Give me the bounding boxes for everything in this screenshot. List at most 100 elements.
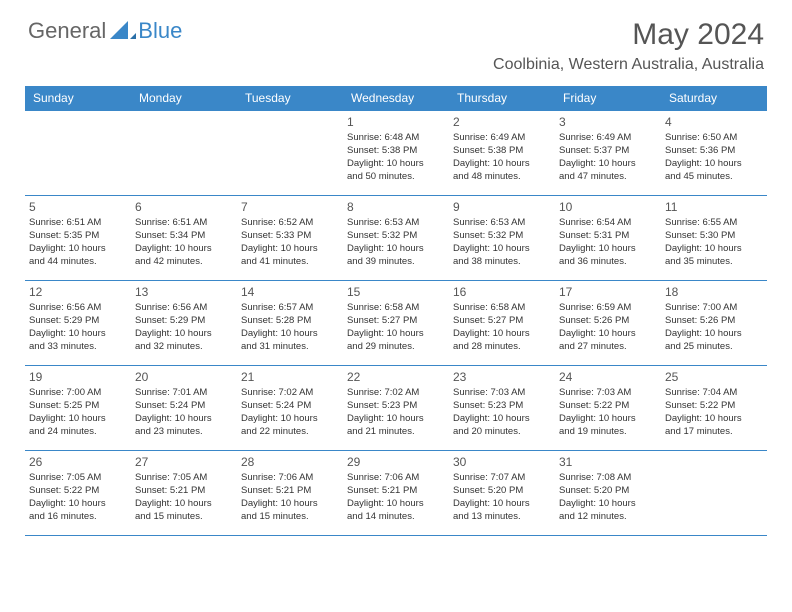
day-sunset: Sunset: 5:29 PM	[135, 315, 233, 328]
day-cell: 18Sunrise: 7:00 AMSunset: 5:26 PMDayligh…	[661, 281, 767, 365]
day-daylight2: and 27 minutes.	[559, 341, 657, 354]
day-sunset: Sunset: 5:21 PM	[347, 485, 445, 498]
day-number: 21	[241, 369, 339, 385]
day-sunset: Sunset: 5:38 PM	[347, 145, 445, 158]
day-daylight1: Daylight: 10 hours	[559, 413, 657, 426]
calendar: Sunday Monday Tuesday Wednesday Thursday…	[25, 86, 767, 536]
day-sunrise: Sunrise: 7:03 AM	[453, 387, 551, 400]
day-number: 26	[29, 454, 127, 470]
week-row: 26Sunrise: 7:05 AMSunset: 5:22 PMDayligh…	[25, 450, 767, 536]
day-cell: 8 Sunrise: 6:53 AMSunset: 5:32 PMDaylight…	[343, 196, 449, 280]
day-number: 16	[453, 284, 551, 300]
week-row: 1Sunrise: 6:48 AMSunset: 5:38 PMDaylight…	[25, 110, 767, 195]
day-daylight1: Daylight: 10 hours	[453, 243, 551, 256]
day-daylight2: and 20 minutes.	[453, 426, 551, 439]
day-number: 4	[665, 114, 763, 130]
day-sunrise: Sunrise: 7:06 AM	[347, 472, 445, 485]
day-sunset: Sunset: 5:30 PM	[665, 230, 763, 243]
day-sunrise: Sunrise: 6:54 AM	[559, 217, 657, 230]
day-daylight2: and 15 minutes.	[241, 511, 339, 524]
day-daylight2: and 44 minutes.	[29, 256, 127, 269]
day-sunrise: Sunrise: 6:53 AM	[347, 217, 445, 230]
day-sunset: Sunset: 5:38 PM	[453, 145, 551, 158]
day-daylight2: and 14 minutes.	[347, 511, 445, 524]
logo-text-blue: Blue	[138, 18, 182, 44]
day-sunset: Sunset: 5:33 PM	[241, 230, 339, 243]
day-cell: 24Sunrise: 7:03 AMSunset: 5:22 PMDayligh…	[555, 366, 661, 450]
weekday-header: Monday	[131, 86, 237, 110]
day-number: 28	[241, 454, 339, 470]
day-number: 6	[135, 199, 233, 215]
day-sunset: Sunset: 5:32 PM	[347, 230, 445, 243]
day-sunrise: Sunrise: 7:07 AM	[453, 472, 551, 485]
day-cell: 6Sunrise: 6:51 AMSunset: 5:34 PMDaylight…	[131, 196, 237, 280]
day-cell: 17Sunrise: 6:59 AMSunset: 5:26 PMDayligh…	[555, 281, 661, 365]
day-daylight2: and 47 minutes.	[559, 171, 657, 184]
day-daylight2: and 35 minutes.	[665, 256, 763, 269]
day-sunrise: Sunrise: 6:49 AM	[453, 132, 551, 145]
day-sunset: Sunset: 5:24 PM	[135, 400, 233, 413]
day-sunset: Sunset: 5:29 PM	[29, 315, 127, 328]
day-cell	[237, 111, 343, 195]
day-daylight2: and 48 minutes.	[453, 171, 551, 184]
day-daylight2: and 42 minutes.	[135, 256, 233, 269]
day-cell: 2Sunrise: 6:49 AMSunset: 5:38 PMDaylight…	[449, 111, 555, 195]
day-sunrise: Sunrise: 7:00 AM	[665, 302, 763, 315]
day-daylight2: and 32 minutes.	[135, 341, 233, 354]
day-cell: 4Sunrise: 6:50 AMSunset: 5:36 PMDaylight…	[661, 111, 767, 195]
day-daylight2: and 36 minutes.	[559, 256, 657, 269]
day-daylight1: Daylight: 10 hours	[347, 243, 445, 256]
day-daylight1: Daylight: 10 hours	[135, 413, 233, 426]
day-daylight2: and 19 minutes.	[559, 426, 657, 439]
day-sunset: Sunset: 5:22 PM	[559, 400, 657, 413]
day-daylight1: Daylight: 10 hours	[559, 243, 657, 256]
day-cell: 31Sunrise: 7:08 AMSunset: 5:20 PMDayligh…	[555, 451, 661, 535]
day-sunrise: Sunrise: 7:05 AM	[135, 472, 233, 485]
day-cell: 21Sunrise: 7:02 AMSunset: 5:24 PMDayligh…	[237, 366, 343, 450]
logo-triangle-icon	[110, 21, 136, 39]
day-daylight1: Daylight: 10 hours	[241, 328, 339, 341]
day-number: 8	[347, 199, 445, 215]
day-cell: 20Sunrise: 7:01 AMSunset: 5:24 PMDayligh…	[131, 366, 237, 450]
day-sunset: Sunset: 5:36 PM	[665, 145, 763, 158]
day-daylight2: and 23 minutes.	[135, 426, 233, 439]
logo: General Blue	[28, 18, 182, 44]
day-daylight1: Daylight: 10 hours	[559, 328, 657, 341]
day-daylight1: Daylight: 10 hours	[241, 498, 339, 511]
day-sunrise: Sunrise: 7:02 AM	[241, 387, 339, 400]
day-daylight1: Daylight: 10 hours	[135, 243, 233, 256]
day-number: 14	[241, 284, 339, 300]
day-daylight1: Daylight: 10 hours	[559, 158, 657, 171]
day-sunset: Sunset: 5:26 PM	[559, 315, 657, 328]
day-cell: 11Sunrise: 6:55 AMSunset: 5:30 PMDayligh…	[661, 196, 767, 280]
day-daylight2: and 22 minutes.	[241, 426, 339, 439]
week-row: 12Sunrise: 6:56 AMSunset: 5:29 PMDayligh…	[25, 280, 767, 365]
day-sunset: Sunset: 5:34 PM	[135, 230, 233, 243]
day-number: 1	[347, 114, 445, 130]
day-sunrise: Sunrise: 7:05 AM	[29, 472, 127, 485]
month-title: May 2024	[493, 18, 764, 52]
day-sunrise: Sunrise: 6:49 AM	[559, 132, 657, 145]
day-sunset: Sunset: 5:31 PM	[559, 230, 657, 243]
day-number: 30	[453, 454, 551, 470]
day-number: 11	[665, 199, 763, 215]
day-sunset: Sunset: 5:28 PM	[241, 315, 339, 328]
day-cell: 25Sunrise: 7:04 AMSunset: 5:22 PMDayligh…	[661, 366, 767, 450]
day-sunset: Sunset: 5:20 PM	[559, 485, 657, 498]
day-cell: 12Sunrise: 6:56 AMSunset: 5:29 PMDayligh…	[25, 281, 131, 365]
day-daylight2: and 16 minutes.	[29, 511, 127, 524]
day-number: 17	[559, 284, 657, 300]
day-sunset: Sunset: 5:27 PM	[453, 315, 551, 328]
day-sunset: Sunset: 5:21 PM	[135, 485, 233, 498]
day-cell: 30Sunrise: 7:07 AMSunset: 5:20 PMDayligh…	[449, 451, 555, 535]
day-number: 5	[29, 199, 127, 215]
day-sunset: Sunset: 5:24 PM	[241, 400, 339, 413]
day-number: 7	[241, 199, 339, 215]
day-daylight2: and 50 minutes.	[347, 171, 445, 184]
day-sunrise: Sunrise: 6:57 AM	[241, 302, 339, 315]
day-number: 19	[29, 369, 127, 385]
day-daylight1: Daylight: 10 hours	[29, 328, 127, 341]
day-cell: 29Sunrise: 7:06 AMSunset: 5:21 PMDayligh…	[343, 451, 449, 535]
day-number: 10	[559, 199, 657, 215]
day-daylight1: Daylight: 10 hours	[29, 413, 127, 426]
